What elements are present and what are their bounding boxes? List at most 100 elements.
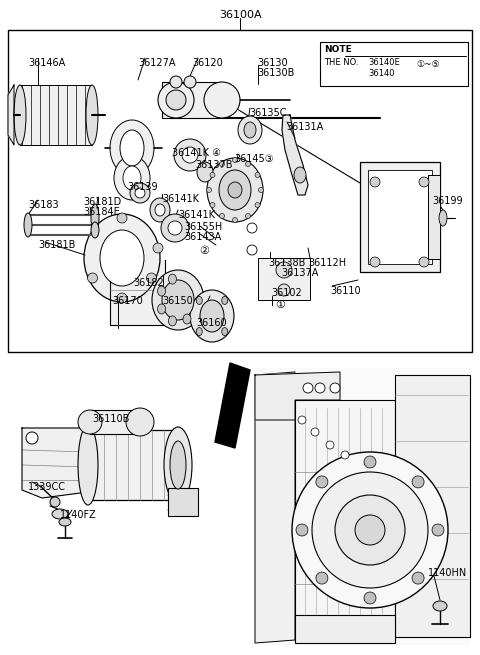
Text: 36139: 36139 (127, 182, 157, 192)
Ellipse shape (219, 162, 225, 166)
Text: 36183: 36183 (28, 200, 59, 210)
Ellipse shape (168, 221, 182, 235)
Ellipse shape (303, 383, 313, 393)
Bar (8, 30, 472, 352)
Text: 1339CC: 1339CC (28, 482, 66, 492)
Text: 36130B: 36130B (257, 68, 294, 78)
Ellipse shape (166, 90, 186, 110)
Polygon shape (255, 372, 340, 420)
Text: 36127A: 36127A (138, 58, 176, 68)
Text: NOTE: NOTE (324, 45, 352, 54)
Ellipse shape (335, 495, 405, 565)
Polygon shape (22, 428, 90, 498)
Text: 36141K ④: 36141K ④ (172, 148, 221, 158)
Text: 36112H: 36112H (308, 258, 346, 268)
Bar (90, 410, 140, 434)
Ellipse shape (153, 243, 163, 253)
Ellipse shape (228, 182, 242, 198)
Text: 36145③: 36145③ (234, 154, 274, 164)
Ellipse shape (114, 156, 150, 200)
Text: 36146A: 36146A (28, 58, 65, 68)
Ellipse shape (86, 85, 98, 145)
Ellipse shape (162, 280, 194, 320)
Text: 36120: 36120 (192, 58, 223, 68)
Ellipse shape (135, 188, 145, 198)
Bar (255, 368, 470, 645)
Text: 36160: 36160 (196, 318, 227, 328)
Ellipse shape (126, 408, 154, 436)
Bar (88, 430, 178, 500)
Ellipse shape (259, 187, 264, 193)
Polygon shape (282, 115, 308, 195)
Ellipse shape (247, 223, 257, 233)
Ellipse shape (196, 297, 202, 305)
Ellipse shape (412, 476, 424, 488)
Ellipse shape (206, 187, 212, 193)
Ellipse shape (164, 427, 192, 503)
Ellipse shape (278, 284, 290, 296)
Ellipse shape (432, 524, 444, 536)
Text: 36141K: 36141K (162, 194, 199, 204)
Ellipse shape (219, 170, 251, 210)
Ellipse shape (330, 383, 340, 393)
Ellipse shape (245, 162, 251, 166)
Ellipse shape (439, 210, 447, 226)
Ellipse shape (364, 592, 376, 604)
Ellipse shape (170, 441, 186, 489)
Ellipse shape (50, 497, 60, 507)
Text: 36110B: 36110B (92, 414, 130, 424)
Text: 36138B: 36138B (268, 258, 305, 268)
Text: 1140FZ: 1140FZ (60, 510, 97, 520)
Ellipse shape (232, 157, 238, 162)
Ellipse shape (110, 120, 154, 176)
Bar (360, 162, 440, 272)
Ellipse shape (197, 162, 213, 182)
Text: 1140HN: 1140HN (428, 568, 467, 578)
Ellipse shape (130, 183, 150, 203)
Ellipse shape (296, 524, 308, 536)
Text: 36102: 36102 (271, 288, 302, 298)
Ellipse shape (412, 572, 424, 584)
Ellipse shape (210, 172, 215, 178)
Ellipse shape (370, 257, 380, 267)
Text: 36135C: 36135C (249, 108, 287, 118)
Ellipse shape (150, 198, 170, 222)
Text: 36141K: 36141K (178, 210, 215, 220)
Text: 36150: 36150 (162, 296, 193, 306)
Text: 36140E: 36140E (368, 58, 400, 67)
Text: ②: ② (199, 246, 209, 256)
Text: 36110: 36110 (330, 286, 360, 296)
Ellipse shape (222, 297, 228, 305)
Ellipse shape (117, 213, 127, 223)
Ellipse shape (184, 76, 196, 88)
Ellipse shape (157, 286, 166, 296)
Ellipse shape (433, 601, 447, 611)
Polygon shape (215, 363, 250, 448)
Ellipse shape (316, 476, 328, 488)
Ellipse shape (222, 328, 228, 335)
Ellipse shape (219, 214, 225, 219)
Bar (395, 375, 470, 637)
Bar (258, 258, 310, 300)
Ellipse shape (364, 456, 376, 468)
Ellipse shape (170, 76, 182, 88)
Ellipse shape (276, 262, 292, 278)
Ellipse shape (120, 130, 144, 166)
Ellipse shape (341, 451, 349, 459)
Bar (295, 615, 395, 643)
Ellipse shape (419, 177, 429, 187)
Text: 36131A: 36131A (286, 122, 323, 132)
Ellipse shape (183, 314, 191, 324)
Text: 36199: 36199 (432, 196, 463, 206)
Text: THE NO.: THE NO. (324, 58, 359, 67)
Ellipse shape (59, 518, 71, 526)
Bar (162, 82, 222, 118)
Ellipse shape (168, 274, 177, 284)
Ellipse shape (255, 202, 260, 208)
Ellipse shape (152, 270, 204, 330)
Text: 36137B: 36137B (195, 160, 232, 170)
Ellipse shape (157, 304, 166, 314)
Ellipse shape (182, 147, 198, 163)
Ellipse shape (91, 222, 99, 238)
Text: 36181B: 36181B (38, 240, 75, 250)
